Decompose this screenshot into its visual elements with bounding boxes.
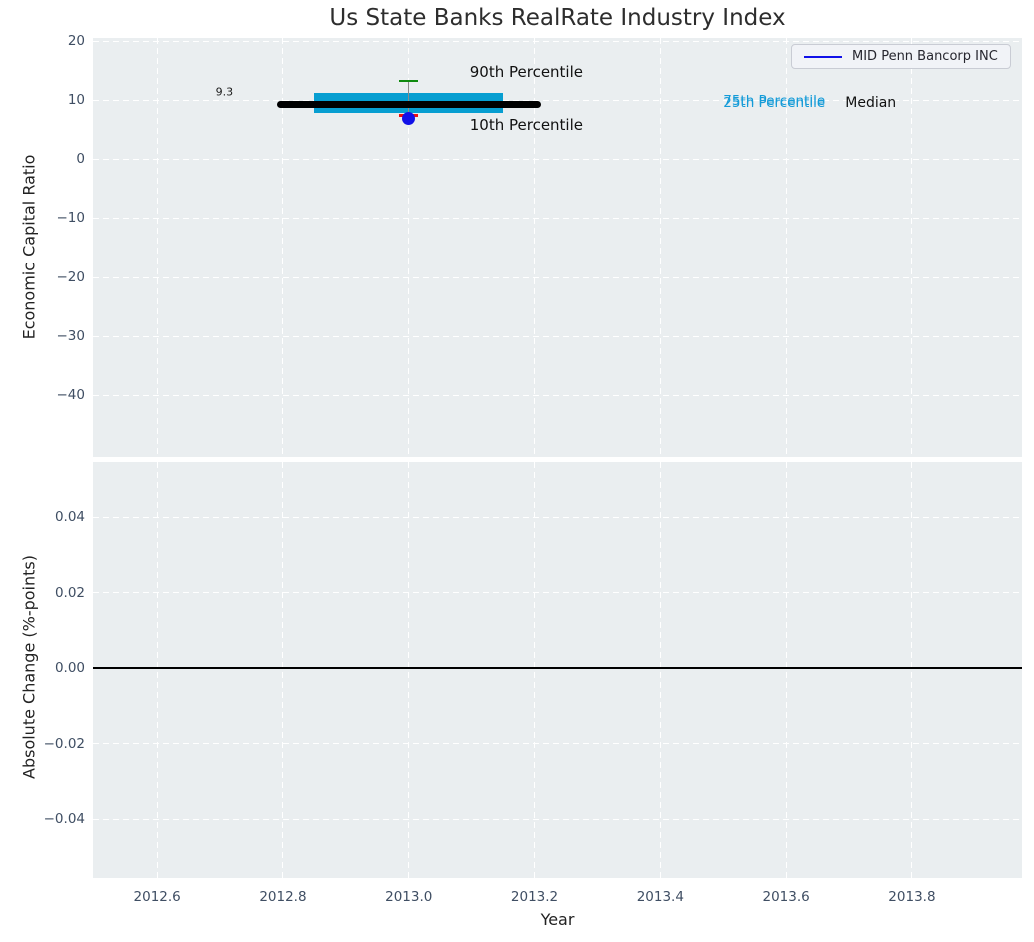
y-tick-label: 10 <box>67 92 85 109</box>
gridline <box>911 462 913 878</box>
annotation-90th-percentile: 90th Percentile <box>469 62 583 81</box>
gridline <box>93 276 1022 278</box>
y-tick-label: −20 <box>56 269 86 286</box>
whisker-cap-90th <box>399 79 419 83</box>
y-tick-label: 0 <box>76 151 85 168</box>
y-tick-label: −30 <box>56 328 86 345</box>
gridline <box>93 592 1022 594</box>
legend-label: MID Penn Bancorp INC <box>852 49 998 64</box>
gridline <box>93 335 1022 337</box>
gridline <box>93 99 1022 101</box>
legend: MID Penn Bancorp INC <box>791 44 1011 69</box>
x-tick-label: 2012.8 <box>259 889 307 905</box>
company-data-point <box>402 111 416 125</box>
annotation-75th-percentile: 75th Percentile <box>723 92 826 109</box>
gridline <box>282 462 284 878</box>
annotation-25th-percentile: 25th Percentile <box>723 95 826 111</box>
y-tick-label: −0.04 <box>43 811 85 828</box>
gridline <box>659 38 661 457</box>
annotation-9-3: 9.3 <box>215 85 234 99</box>
gridline <box>911 38 913 457</box>
gridline <box>156 462 158 878</box>
annotation-10th-percentile: 10th Percentile <box>469 115 583 134</box>
gridline <box>534 38 536 457</box>
gridline <box>659 462 661 878</box>
zero-line <box>93 667 1022 670</box>
y-tick-label: 20 <box>67 33 85 50</box>
gridline <box>408 462 410 878</box>
x-tick-label: 2013.2 <box>510 889 559 905</box>
y-tick-label: 0.00 <box>54 660 85 677</box>
y-tick-label: −0.02 <box>43 735 85 752</box>
y-tick-label: 0.02 <box>54 584 85 601</box>
gridline <box>93 516 1022 518</box>
gridline <box>534 462 536 878</box>
median-line <box>276 101 541 109</box>
x-tick-label: 2013.8 <box>888 889 936 905</box>
x-tick-label: 2013.4 <box>636 889 684 905</box>
gridline <box>93 394 1022 396</box>
bottom-plot-area <box>93 462 1022 878</box>
gridline <box>785 38 787 457</box>
gridline <box>408 38 410 457</box>
x-tick-label: 2012.6 <box>133 889 181 905</box>
top-plot-area: 9.3 90th Percentile 10th Percentile 75th Pe… <box>93 38 1022 457</box>
whisker-line <box>408 81 410 116</box>
x-axis-label: Year <box>540 910 575 929</box>
x-tick-label: 2013.6 <box>762 889 810 905</box>
x-tick-label: 2013.0 <box>385 889 433 905</box>
annotation-median: Median <box>845 95 897 111</box>
y-tick-label: −10 <box>56 210 86 227</box>
gridline <box>785 462 787 878</box>
gridline <box>93 743 1022 745</box>
y-tick-label: −40 <box>56 387 86 404</box>
gridline <box>93 818 1022 820</box>
gridline <box>93 217 1022 219</box>
y-tick-label: 0.04 <box>54 509 85 526</box>
y-axis-label-top: Economic Capital Ratio <box>19 154 39 340</box>
chart-title: Us State Banks RealRate Industry Index <box>329 5 786 31</box>
legend-line-sample <box>804 55 842 58</box>
gridline <box>93 158 1022 160</box>
gridline <box>282 38 284 457</box>
gridline <box>156 38 158 457</box>
gridline <box>93 40 1022 42</box>
